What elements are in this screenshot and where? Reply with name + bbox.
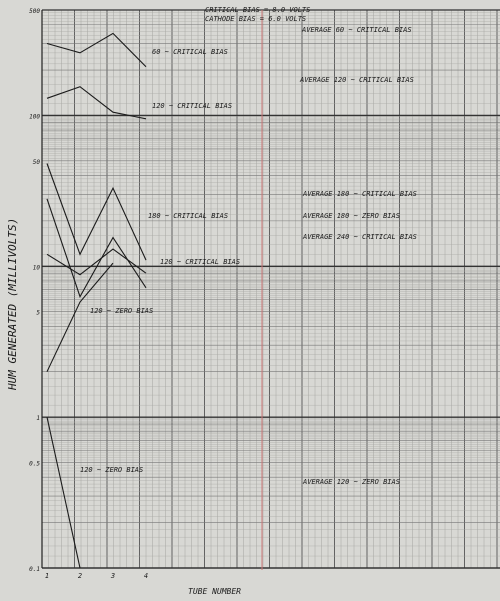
y-tick-label: 0.1 <box>29 566 40 573</box>
y-tick-label: 10 <box>33 264 41 271</box>
header-line-2: CATHODE BIAS = 6.0 VOLTS <box>205 15 306 23</box>
annotation-average-120-zero: AVERAGE 120 ~ ZERO BIAS <box>302 478 400 486</box>
annotation-average-240-critical: AVERAGE 240 ~ CRITICAL BIAS <box>302 233 417 241</box>
graph-paper-grid <box>41 9 500 569</box>
series-line-2 <box>46 86 147 120</box>
y-tick-label: 50 <box>33 159 41 166</box>
y-tick-label: 500 <box>29 8 40 15</box>
header-line-1: CRITICAL BIAS = 8.0 VOLTS <box>205 6 310 14</box>
annotation-average-180-critical: AVERAGE 180 ~ CRITICAL BIAS <box>302 190 417 198</box>
series-line-5 <box>46 248 147 276</box>
series-line-1 <box>46 32 147 68</box>
x-tick-label: 2 <box>78 572 82 580</box>
x-tick-label: 1 <box>45 572 49 580</box>
series-label-60-critical: 60 ~ CRITICAL BIAS <box>152 48 228 56</box>
series-line-7 <box>46 416 81 569</box>
y-tick-label: 100 <box>29 113 40 120</box>
series-label-120-critical: 120 ~ CRITICAL BIAS <box>152 102 232 110</box>
series-line-6 <box>46 262 114 372</box>
x-tick-label: 4 <box>144 572 148 580</box>
annotation-average-180-zero: AVERAGE 180 ~ ZERO BIAS <box>302 212 400 220</box>
tick-labels: 500 100 50 10 5 1 0.5 0.1 1 2 3 4 <box>29 8 148 580</box>
x-axis-label: TUBE NUMBER <box>188 587 241 596</box>
series-layer <box>46 32 147 569</box>
annotation-average-120-critical: AVERAGE 120 ~ CRITICAL BIAS <box>299 76 414 84</box>
series-label-240-critical: 120 ~ CRITICAL BIAS <box>160 258 240 266</box>
series-line-4 <box>46 198 147 298</box>
series-line-3 <box>46 163 147 261</box>
annotation-average-60-critical: AVERAGE 60 ~ CRITICAL BIAS <box>301 26 412 34</box>
x-tick-label: 3 <box>110 572 115 580</box>
y-tick-label: 5 <box>36 310 40 317</box>
series-label-180-critical: 180 ~ CRITICAL BIAS <box>148 212 228 220</box>
series-label-120-zero-lower: 120 ~ ZERO BIAS <box>80 466 143 474</box>
y-tick-label: 0.5 <box>29 461 40 468</box>
series-label-120-zero-upper: 120 ~ ZERO BIAS <box>90 307 153 315</box>
y-tick-label: 1 <box>36 415 40 422</box>
y-axis-label: HUM GENERATED (MILLIVOLTS) <box>6 218 19 391</box>
